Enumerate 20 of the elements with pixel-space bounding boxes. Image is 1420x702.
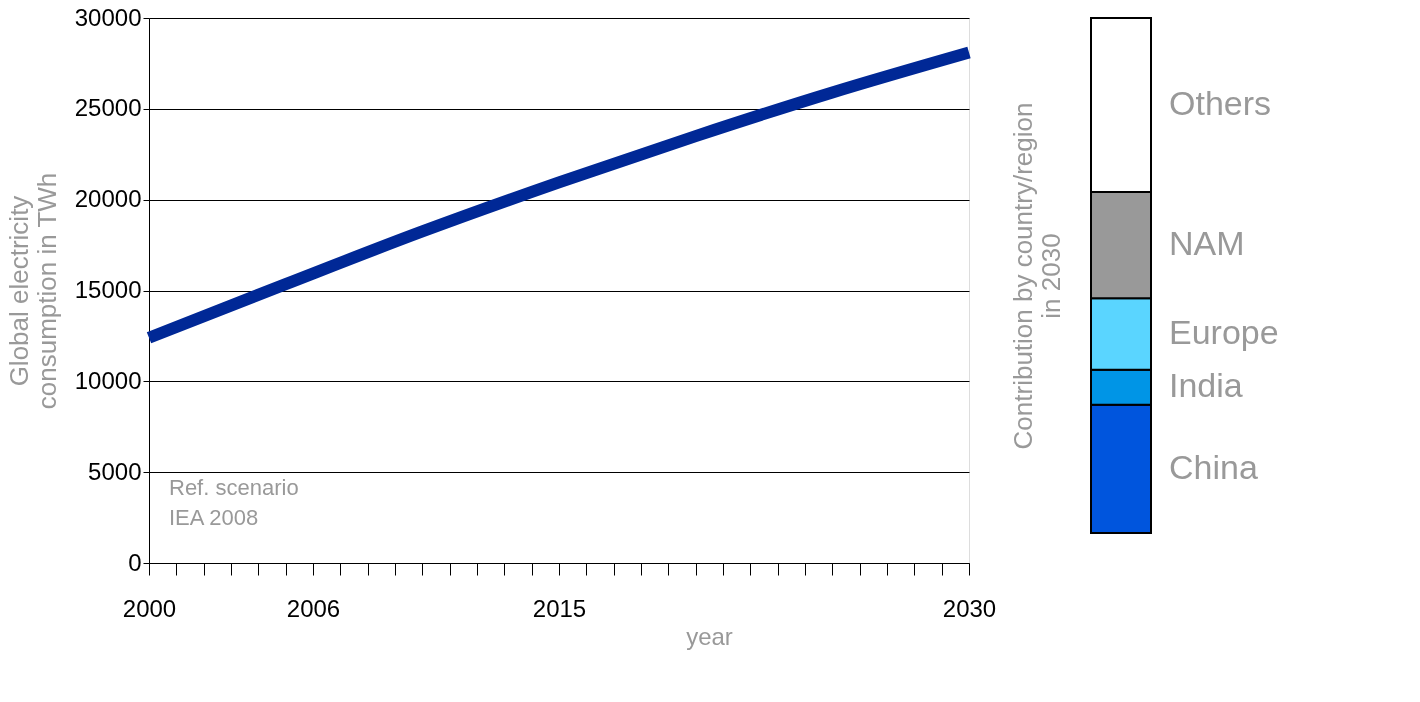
x-tick-label: 2030 <box>942 594 997 622</box>
series-label: Europe <box>1169 312 1279 351</box>
y-axis-title: Contribution by country/region in 2030 <box>1007 102 1066 450</box>
y-tick-label: 20000 <box>74 185 142 213</box>
series-label: NAM <box>1169 224 1245 263</box>
series-label: Others <box>1169 84 1272 123</box>
y-tick-label: 30000 <box>74 3 142 31</box>
annotation: Ref. scenario IEA 2008 <box>169 475 299 530</box>
y-axis-title: Global electricity consumption in TWh <box>3 172 62 410</box>
y-tick-label: 25000 <box>74 94 142 122</box>
x-axis-title: year <box>686 622 733 650</box>
series-label: China <box>1169 447 1258 486</box>
y-tick-label: 0 <box>128 548 142 576</box>
y-tick-label: 10000 <box>74 366 142 394</box>
y-tick-label: 15000 <box>74 276 142 303</box>
x-tick-label: 2006 <box>286 594 341 622</box>
x-tick-label: 2015 <box>532 594 587 622</box>
y-tick-label: 5000 <box>88 457 142 485</box>
x-tick-label: 2000 <box>122 594 177 622</box>
series-label: India <box>1169 366 1243 405</box>
